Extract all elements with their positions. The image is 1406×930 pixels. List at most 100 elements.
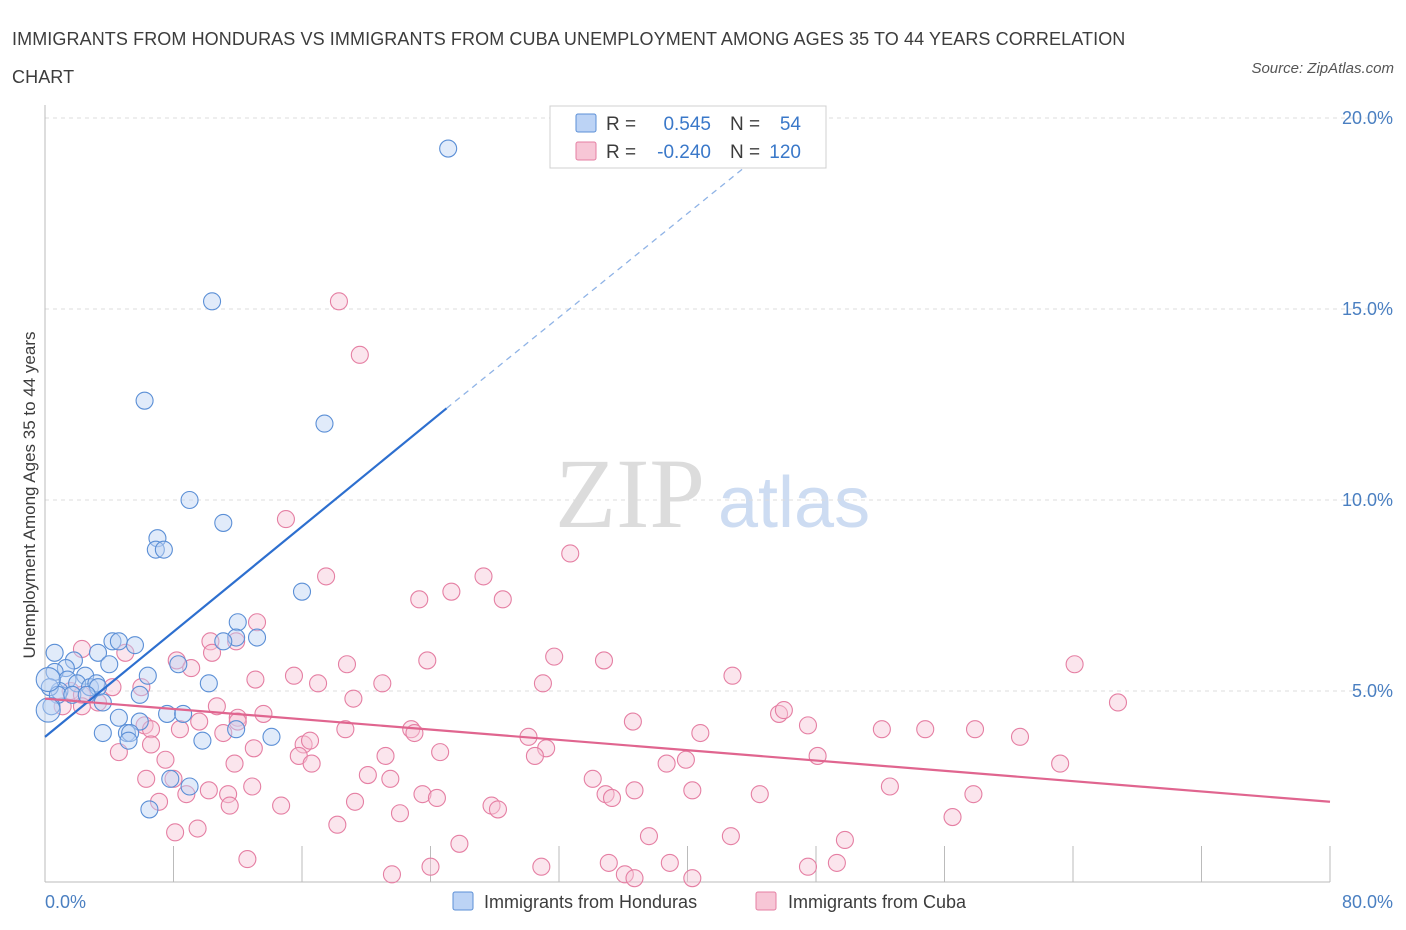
cuba-point bbox=[545, 647, 564, 666]
honduras-point bbox=[140, 800, 159, 819]
honduras-point bbox=[169, 655, 188, 674]
honduras-point bbox=[227, 720, 246, 739]
cuba-point bbox=[373, 674, 392, 693]
y-tick-label: 5.0% bbox=[1352, 681, 1393, 701]
honduras-point bbox=[214, 632, 233, 651]
cuba-point bbox=[272, 796, 291, 815]
top-legend: R = 0.545 N = 54 R = -0.240 N = 120 bbox=[549, 105, 827, 169]
cuba-point bbox=[418, 651, 437, 670]
cuba-point bbox=[488, 800, 508, 819]
cuba-point bbox=[149, 792, 169, 811]
cuba-point bbox=[199, 781, 218, 800]
honduras-point bbox=[35, 697, 61, 723]
cuba-point bbox=[561, 544, 580, 563]
cuba-point bbox=[583, 769, 602, 788]
source-label: Source: ZipAtlas.com bbox=[1251, 60, 1394, 77]
cuba-point bbox=[594, 651, 614, 670]
cuba-point bbox=[381, 769, 400, 788]
legend-honduras-r-value: 0.545 bbox=[663, 114, 711, 135]
honduras-point bbox=[125, 636, 144, 655]
cuba-point bbox=[254, 704, 273, 723]
watermark-atlas: atlas bbox=[718, 463, 870, 543]
cuba-point bbox=[683, 869, 702, 888]
cuba-point bbox=[344, 689, 363, 708]
cuba-point bbox=[137, 769, 156, 788]
cuba-point bbox=[474, 567, 493, 586]
honduras-point bbox=[214, 513, 233, 532]
cuba-point bbox=[525, 746, 544, 765]
x-tick-labels: 0.0% 80.0% bbox=[45, 892, 1393, 912]
cuba-point bbox=[943, 808, 962, 827]
cuba-point bbox=[246, 670, 265, 689]
cuba-point bbox=[1065, 655, 1084, 674]
cuba-point bbox=[872, 720, 891, 739]
honduras-point bbox=[262, 727, 281, 746]
cuba-point bbox=[625, 781, 644, 800]
cuba-point bbox=[835, 830, 854, 850]
cuba-point bbox=[345, 792, 365, 811]
cuba-point bbox=[141, 735, 161, 754]
honduras-point bbox=[138, 666, 157, 685]
cuba-point bbox=[329, 292, 348, 311]
cuba-point bbox=[413, 785, 432, 804]
cuba-point bbox=[916, 720, 935, 739]
legend-swatch-cuba bbox=[575, 141, 597, 161]
cuba-point bbox=[599, 853, 618, 872]
cuba-point bbox=[1051, 754, 1070, 773]
cuba-point bbox=[132, 678, 151, 697]
cuba-point bbox=[431, 743, 450, 762]
cuba-point bbox=[201, 632, 220, 651]
cuba-point bbox=[350, 345, 369, 364]
honduras-point bbox=[180, 490, 199, 510]
cuba-point bbox=[376, 746, 395, 765]
cuba-point bbox=[116, 643, 135, 662]
honduras-trend-extension bbox=[446, 148, 769, 409]
honduras-point bbox=[161, 769, 180, 788]
cuba-point bbox=[691, 723, 710, 743]
cuba-point bbox=[238, 850, 257, 869]
bottom-legend-cuba: Immigrants from Cuba bbox=[788, 892, 967, 912]
cuba-point bbox=[964, 785, 983, 804]
cuba-point bbox=[493, 590, 512, 609]
cuba-point bbox=[207, 697, 226, 716]
cuba-point bbox=[188, 819, 207, 838]
bottom-legend-swatch-honduras bbox=[452, 891, 474, 911]
cuba-point bbox=[390, 804, 410, 823]
bottom-legend-swatch-cuba bbox=[755, 891, 777, 911]
honduras-trend-line bbox=[44, 407, 448, 738]
cuba-point bbox=[244, 739, 263, 758]
honduras-point bbox=[130, 685, 149, 704]
honduras-point bbox=[88, 643, 108, 662]
legend-swatch-honduras bbox=[575, 113, 597, 133]
cuba-point bbox=[421, 857, 440, 876]
honduras-point bbox=[109, 708, 128, 727]
cuba-point bbox=[532, 857, 551, 876]
cuba-point bbox=[774, 701, 793, 720]
cuba-point bbox=[750, 785, 769, 804]
legend-honduras-n-value: 54 bbox=[780, 114, 802, 135]
cuba-point bbox=[170, 720, 189, 739]
cuba-point bbox=[533, 674, 552, 693]
honduras-point bbox=[56, 659, 75, 678]
x-tick-label-max: 80.0% bbox=[1342, 892, 1393, 912]
cuba-point bbox=[336, 720, 355, 739]
cuba-point bbox=[247, 613, 267, 632]
y-tick-labels: 5.0% 10.0% 15.0% 20.0% bbox=[1342, 108, 1393, 701]
cuba-point bbox=[225, 754, 244, 773]
cuba-point bbox=[227, 632, 246, 651]
cuba-point bbox=[798, 716, 818, 735]
cuba-point bbox=[317, 567, 336, 586]
series-honduras bbox=[35, 139, 458, 819]
legend-cuba-n-label: N = bbox=[730, 142, 760, 163]
cuba-point bbox=[219, 785, 238, 804]
honduras-point bbox=[228, 613, 247, 632]
legend-cuba-r-value: -0.240 bbox=[657, 142, 711, 163]
y-tick-label: 20.0% bbox=[1342, 108, 1393, 128]
honduras-point bbox=[135, 391, 154, 410]
cuba-point bbox=[623, 712, 642, 731]
cuba-point bbox=[660, 853, 679, 872]
cuba-point bbox=[880, 777, 899, 796]
cuba-point bbox=[358, 765, 377, 785]
honduras-point bbox=[199, 674, 218, 693]
